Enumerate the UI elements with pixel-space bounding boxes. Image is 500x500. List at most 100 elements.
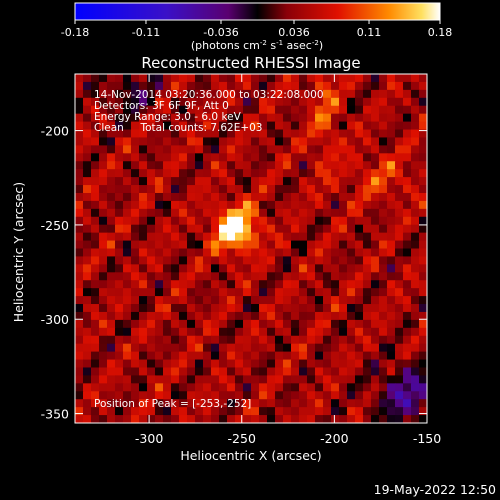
heatmap-cell xyxy=(179,319,188,329)
heatmap-cell xyxy=(107,74,116,83)
heatmap-cell xyxy=(291,74,300,83)
heatmap-cell xyxy=(99,81,108,91)
heatmap-cell xyxy=(331,256,340,265)
heatmap-cell xyxy=(331,335,340,345)
heatmap-cell xyxy=(123,272,132,281)
heatmap-cell xyxy=(107,264,116,273)
heatmap-cell xyxy=(131,153,140,162)
heatmap-cell xyxy=(131,359,140,369)
heatmap-cell xyxy=(379,81,388,91)
heatmap-cell xyxy=(307,89,316,99)
heatmap-cell xyxy=(227,311,236,321)
heatmap-cell xyxy=(307,137,316,146)
heatmap-cell xyxy=(91,359,100,369)
heatmap-cell xyxy=(115,185,124,194)
heatmap-cell xyxy=(131,383,140,392)
heatmap-cell xyxy=(347,288,356,297)
heatmap-cell xyxy=(139,327,148,337)
heatmap-cell xyxy=(179,129,188,139)
heatmap-cell xyxy=(219,137,228,146)
heatmap-cell xyxy=(307,216,316,226)
heatmap-cell xyxy=(371,296,380,305)
heatmap-cell xyxy=(267,256,276,265)
x-tick-label: -250 xyxy=(228,431,256,446)
heatmap-cell xyxy=(99,367,108,377)
heatmap-cell xyxy=(395,311,404,321)
heatmap-cell xyxy=(411,264,420,273)
heatmap-cell xyxy=(171,153,180,162)
heatmap-cell xyxy=(115,169,124,178)
heatmap-cell xyxy=(331,74,340,83)
heatmap-cell xyxy=(411,74,420,83)
colorbar-units: (photons cm-2 s-1 asec-2) xyxy=(191,39,323,52)
heatmap-cell xyxy=(371,216,380,226)
heatmap-cell xyxy=(179,343,188,353)
heatmap-cell xyxy=(211,177,220,186)
heatmap-cell xyxy=(163,81,172,91)
heatmap-cell xyxy=(243,177,252,186)
heatmap-cell xyxy=(187,343,196,353)
heatmap-cell xyxy=(91,113,100,123)
heatmap-cell xyxy=(243,161,252,170)
heatmap-cell xyxy=(347,335,356,345)
heatmap-cell xyxy=(395,256,404,265)
heatmap-cell xyxy=(99,129,108,139)
heatmap-cell xyxy=(155,311,164,321)
heatmap-cell xyxy=(299,343,308,353)
heatmap-cell xyxy=(339,359,348,369)
heatmap-cell xyxy=(251,296,260,305)
heatmap-cell xyxy=(75,145,84,154)
heatmap-cell xyxy=(131,216,140,226)
heatmap-cell xyxy=(275,367,284,377)
heatmap-cell xyxy=(187,113,196,123)
heatmap-cell xyxy=(219,89,228,99)
heatmap-cell xyxy=(419,240,427,250)
heatmap-cell xyxy=(123,224,132,234)
heatmap-cell xyxy=(211,97,220,107)
heatmap-cell xyxy=(203,216,212,226)
heatmap-cell xyxy=(75,343,84,353)
heatmap-cell xyxy=(243,288,252,297)
heatmap-cell xyxy=(355,153,364,162)
heatmap-cell xyxy=(75,367,84,377)
heatmap-cell xyxy=(123,415,132,423)
heatmap-cell xyxy=(211,351,220,361)
heatmap-cell xyxy=(155,272,164,281)
heatmap-cell xyxy=(83,335,92,345)
heatmap-cell xyxy=(139,288,148,297)
heatmap-cell xyxy=(227,185,236,194)
heatmap-cell xyxy=(147,240,156,250)
heatmap-cell xyxy=(411,121,420,131)
heatmap-cell xyxy=(299,145,308,154)
heatmap-cell xyxy=(131,192,140,202)
heatmap-cell xyxy=(195,375,204,384)
heatmap-cell xyxy=(83,232,92,242)
heatmap-cell xyxy=(371,177,380,186)
heatmap-cell xyxy=(275,272,284,281)
heatmap-cell xyxy=(83,153,92,162)
heatmap-cell xyxy=(267,280,276,289)
heatmap-cell xyxy=(155,280,164,289)
heatmap-cell xyxy=(331,81,340,91)
heatmap-cell xyxy=(379,105,388,115)
heatmap-cell xyxy=(259,192,268,202)
heatmap-cell xyxy=(235,200,244,210)
heatmap-cell xyxy=(75,224,84,234)
heatmap-cell xyxy=(107,359,116,369)
heatmap-cell xyxy=(267,319,276,329)
heatmap-cell xyxy=(83,169,92,178)
heatmap-cell xyxy=(83,113,92,123)
heatmap-cell xyxy=(107,407,116,416)
heatmap-cell xyxy=(155,359,164,369)
heatmap-cell xyxy=(259,208,268,218)
heatmap-cell xyxy=(147,216,156,226)
heatmap-cell xyxy=(227,192,236,202)
heatmap-cell xyxy=(355,89,364,99)
heatmap-cell xyxy=(131,311,140,321)
heatmap-cell xyxy=(395,375,404,384)
heatmap-cell xyxy=(139,280,148,289)
heatmap-cell xyxy=(323,216,332,226)
heatmap-cell xyxy=(203,311,212,321)
heatmap-cell xyxy=(251,351,260,361)
heatmap-cell xyxy=(219,113,228,123)
